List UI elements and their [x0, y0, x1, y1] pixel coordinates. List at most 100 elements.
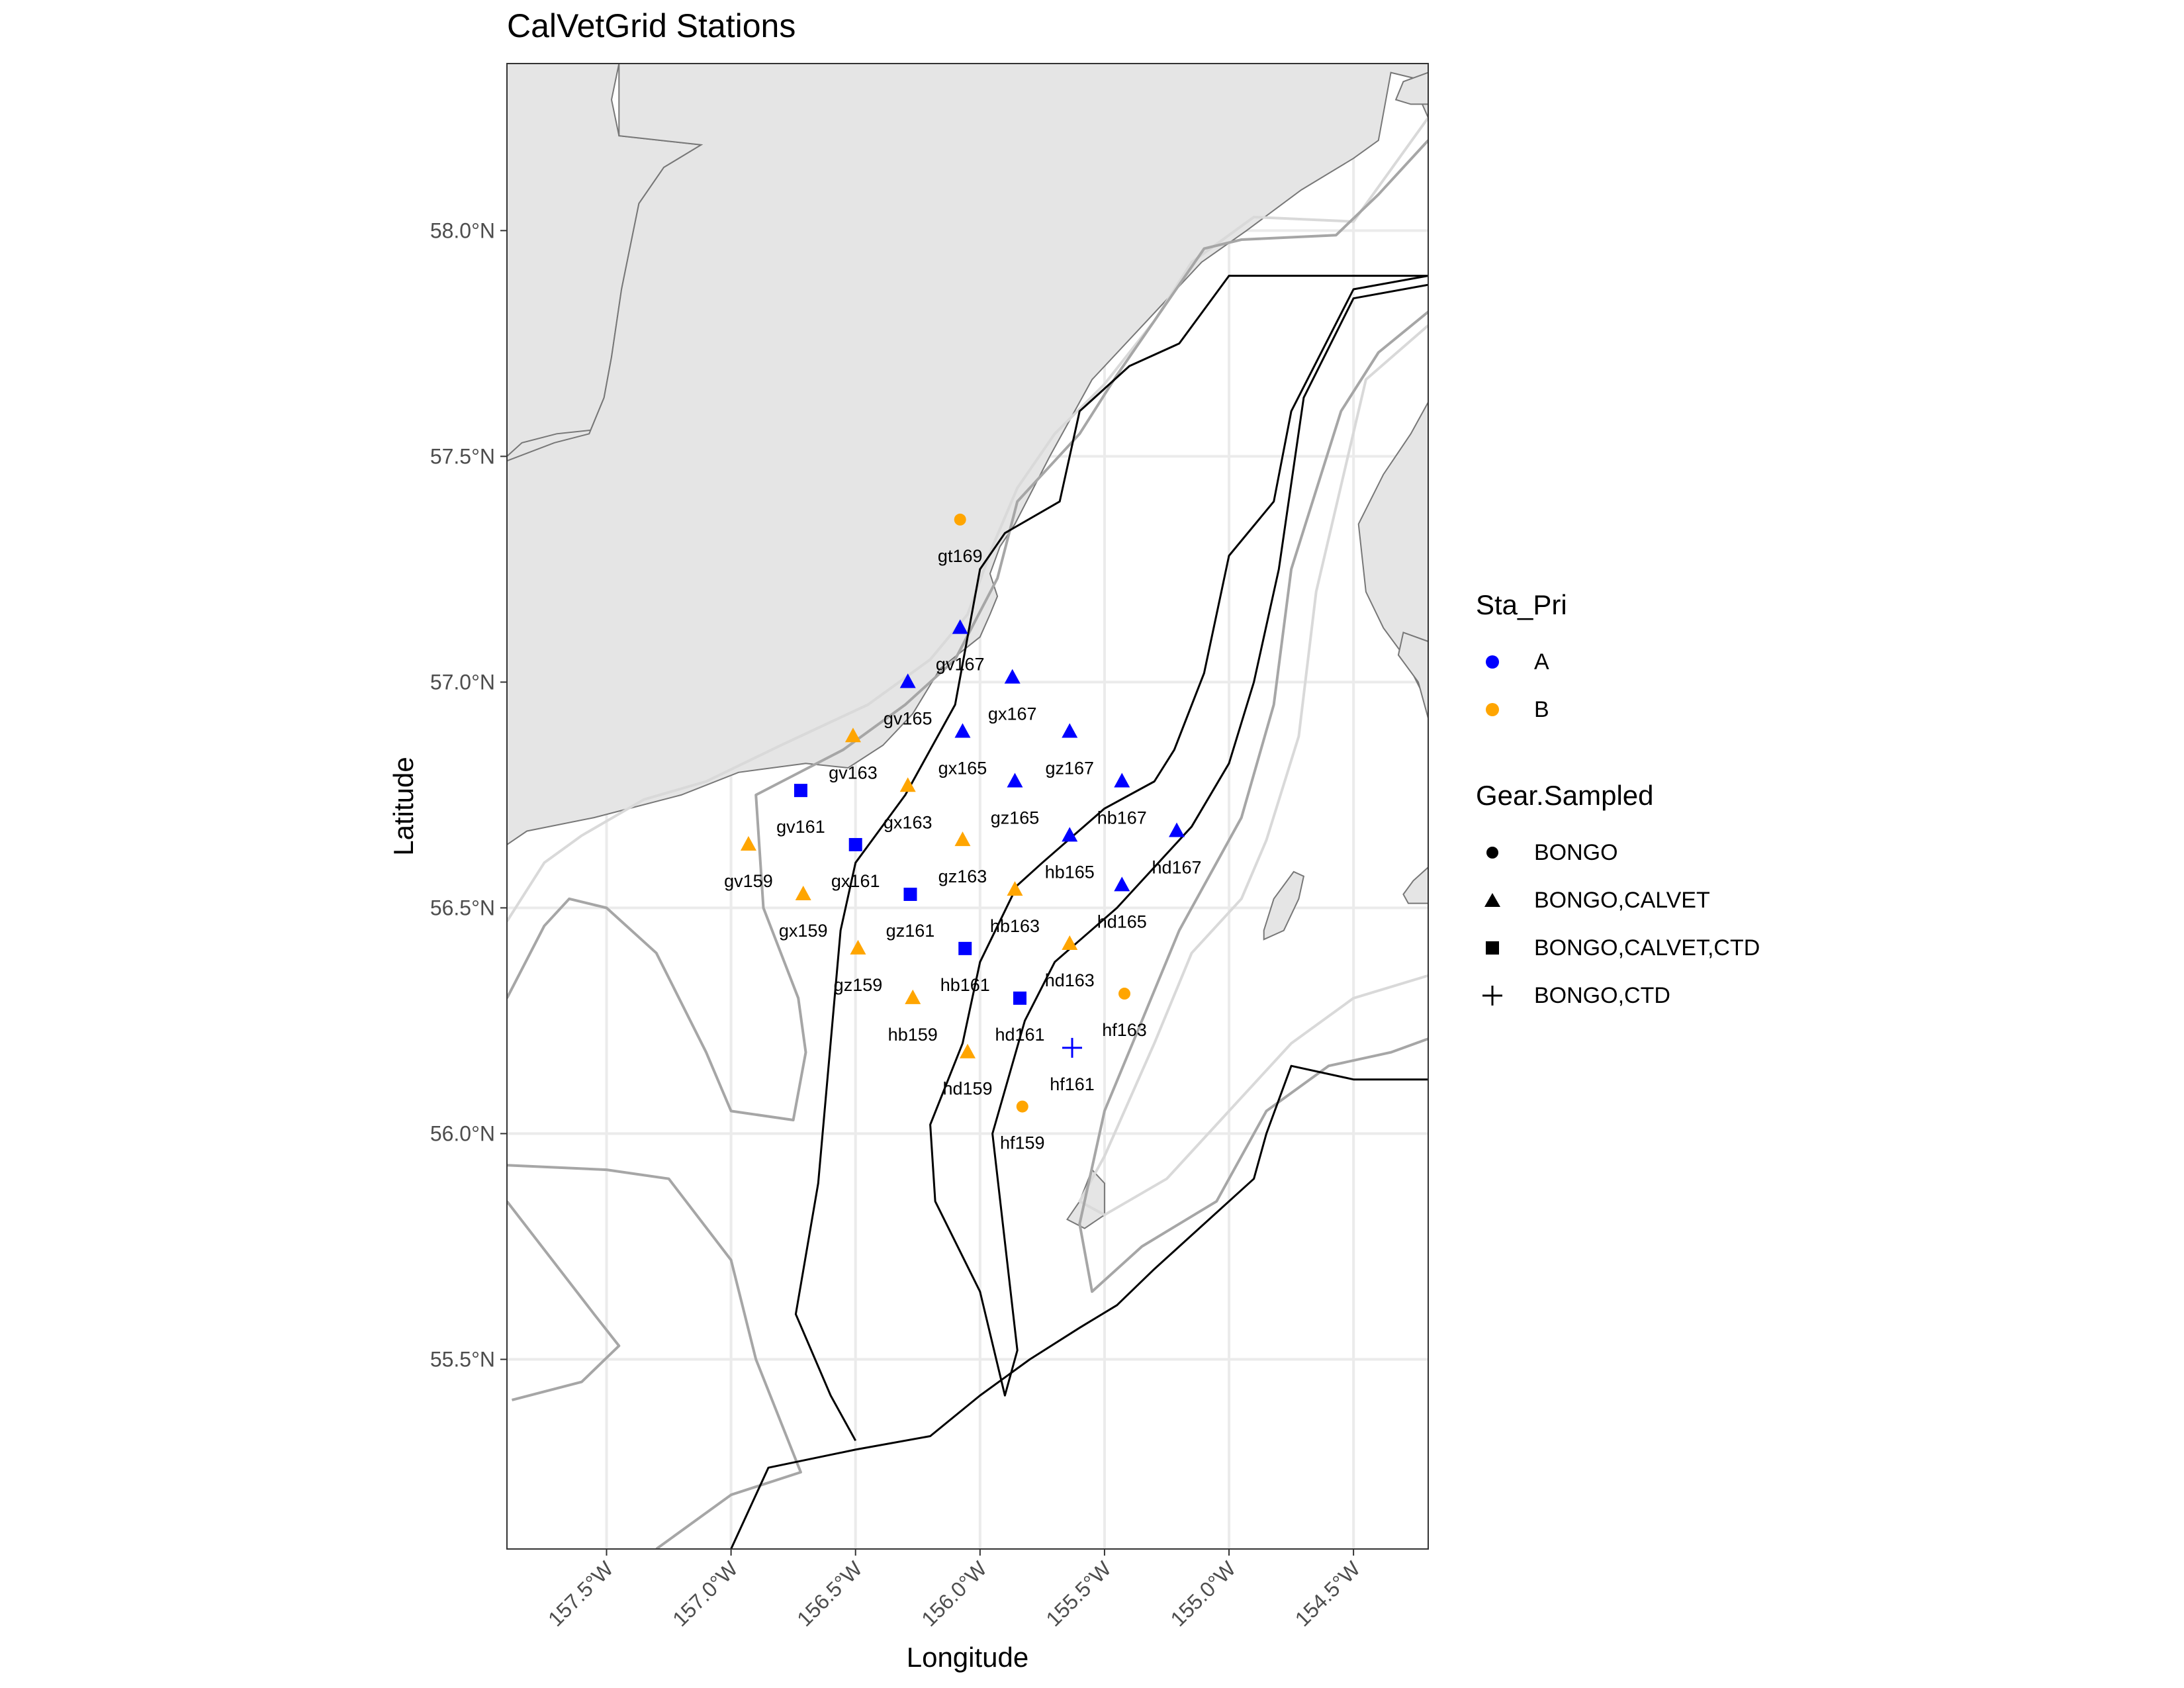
station-label-hb163: hb163: [990, 916, 1040, 936]
legend-label-bongo-ctd: BONGO,CTD: [1534, 982, 1670, 1008]
legend-item-b: B: [1476, 686, 1760, 733]
x-tick-label-3: 156.0°W: [917, 1556, 991, 1631]
station-marker-gv167: [952, 619, 968, 634]
station-label-gv163: gv163: [829, 763, 878, 782]
station-marker-gv165: [899, 673, 916, 688]
chart-title: CalVetGrid Stations: [507, 7, 796, 44]
station-marker-hb163: [1007, 881, 1023, 896]
legend-label-bongo: BONGO: [1534, 839, 1618, 865]
legend-label-b: B: [1534, 696, 1549, 722]
station-label-gt169: gt169: [938, 546, 983, 566]
legend-title-gear: Gear.Sampled: [1476, 780, 1654, 811]
station-marker-hb165: [1062, 827, 1078, 842]
station-label-hb159: hb159: [888, 1025, 938, 1045]
station-label-gv159: gv159: [724, 871, 773, 891]
station-label-hf161: hf161: [1050, 1074, 1095, 1094]
land-polygon-8: [1402, 866, 1428, 904]
legend-item-bongo: BONGO: [1476, 829, 1760, 876]
contour-line-0: [507, 117, 1428, 922]
plot-panel-border: [506, 63, 1429, 1550]
legend-key-a: [1476, 645, 1509, 679]
legend-label-bongo-calvet-ctd: BONGO,CALVET,CTD: [1534, 935, 1760, 961]
legend-group-gear: Gear.Sampled BONGO BONGO,CALVET BONGO,CA…: [1476, 780, 1760, 1019]
triangle-shape-icon: [1476, 884, 1509, 917]
square-shape-icon: [1476, 931, 1509, 964]
x-tick-label-0: 157.5°W: [543, 1556, 618, 1631]
legend-item-bongo-ctd: BONGO,CTD: [1476, 972, 1760, 1019]
station-marker-gx165: [954, 723, 971, 738]
contour-line-1: [1078, 324, 1428, 1217]
station-label-hd163: hd163: [1045, 970, 1095, 990]
station-marker-hd165: [1114, 876, 1130, 892]
station-marker-hf161: [1062, 1037, 1083, 1058]
station-marker-gv159: [740, 835, 756, 851]
station-label-gv165: gv165: [884, 708, 933, 728]
legend: Sta_Pri A B Gear.Sampled BONGO BONGO,CAL…: [1476, 589, 1760, 1019]
station-label-gx167: gx167: [988, 704, 1037, 724]
station-marker-gt169: [954, 513, 966, 526]
station-label-hd161: hd161: [995, 1025, 1044, 1045]
station-label-hd159: hd159: [942, 1079, 992, 1099]
contour-line-7: [794, 275, 1428, 1442]
station-marker-hd161: [1013, 991, 1027, 1005]
y-tick-label-0: 55.5°N: [430, 1348, 495, 1372]
station-label-gx165: gx165: [938, 758, 987, 778]
land-polygon-7: [1263, 870, 1305, 941]
station-label-gz165: gz165: [991, 808, 1040, 827]
station-marker-hd163: [1062, 935, 1078, 951]
contour-line-8: [929, 275, 1428, 1397]
station-marker-gz167: [1062, 723, 1078, 738]
station-marker-hb161: [958, 941, 972, 955]
y-axis: 55.5°N 56.0°N 56.5°N 57.0°N 57.5°N 58.0°N: [430, 218, 507, 1372]
circle-shape-icon: [1476, 836, 1509, 869]
plus-shape-icon: [1476, 979, 1509, 1012]
station-label-gx161: gx161: [831, 871, 880, 891]
station-label-gz159: gz159: [834, 975, 883, 995]
land-polygon-6: [1394, 71, 1428, 105]
station-marker-gx167: [1004, 669, 1021, 684]
land-polygon-4: [1397, 632, 1428, 719]
station-label-gz167: gz167: [1045, 758, 1094, 778]
station-marker-gz161: [903, 888, 917, 902]
legend-key-b: [1476, 693, 1509, 726]
station-marker-gv161: [794, 784, 807, 798]
contour-line-4: [507, 1164, 802, 1549]
station-label-gz163: gz163: [938, 867, 987, 886]
station-marker-hd159: [960, 1043, 976, 1058]
station-marker-gz159: [850, 939, 866, 955]
y-axis-title: Latitude: [388, 757, 419, 855]
contour-line-6: [730, 1064, 1428, 1549]
station-label-gx163: gx163: [884, 812, 933, 832]
station-label-hb165: hb165: [1045, 862, 1095, 882]
y-tick-label-1: 56.0°N: [430, 1121, 495, 1145]
station-marker-gx159: [795, 886, 811, 901]
x-tick-label-6: 154.5°W: [1291, 1556, 1365, 1631]
y-tick-label-3: 57.0°N: [430, 670, 495, 694]
y-tick-label-5: 58.0°N: [430, 218, 495, 242]
station-label-hb167: hb167: [1097, 808, 1147, 827]
station-labels: gt169 gv167 gv165 gx167 gv163 gx165 gz167 gv161…: [724, 546, 1201, 1153]
station-marker-gx163: [899, 777, 916, 792]
station-label-gv167: gv167: [936, 655, 985, 675]
station-marker-hf159: [1016, 1100, 1028, 1113]
x-tick-label-5: 155.0°W: [1165, 1556, 1240, 1631]
station-label-hd167: hd167: [1152, 858, 1201, 878]
station-label-gz161: gz161: [886, 921, 935, 941]
station-label-gx159: gx159: [779, 921, 828, 941]
station-label-hf159: hf159: [1000, 1133, 1045, 1153]
station-marker-hb167: [1114, 773, 1130, 788]
y-tick-label-4: 57.5°N: [430, 444, 495, 468]
station-marker-hf163: [1118, 988, 1131, 1000]
station-markers: [740, 513, 1185, 1113]
legend-group-sta-pri: Sta_Pri A B: [1476, 589, 1760, 733]
contour-line-3: [1078, 310, 1428, 1293]
legend-item-a: A: [1476, 638, 1760, 686]
x-tick-label-1: 157.0°W: [668, 1556, 743, 1631]
station-label-hf163: hf163: [1102, 1020, 1147, 1040]
station-label-gv161: gv161: [776, 817, 825, 837]
x-axis: 157.5°W 157.0°W 156.5°W 156.0°W 155.5°W 155.0…: [543, 1549, 1365, 1631]
contour-line-5: [507, 1200, 621, 1401]
x-tick-label-4: 155.5°W: [1041, 1556, 1116, 1631]
station-marker-gx161: [848, 837, 862, 851]
